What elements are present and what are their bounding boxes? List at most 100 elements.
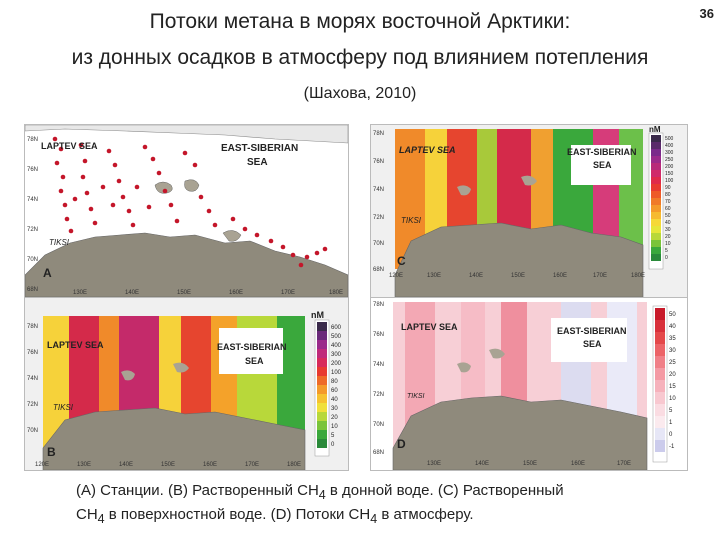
panel-b-lat-4: 70N [27,428,38,434]
panel-d-color-scale [655,308,665,452]
panel-c-lat-5: 68N [373,267,384,273]
panel-c-scale-5: 150 [665,171,674,177]
caption-sub-1: 4 [318,488,326,502]
slide-title-line1: Потоки метана в морях восточной Арктики: [149,10,571,33]
panel-d-scale-11: -1 [669,444,675,450]
panel-d-lat-0: 78N [373,302,384,308]
panel-c-scale-15: 10 [665,241,671,247]
caption-line1-a: (A) Станции. (B) Растворенный CH [76,482,319,499]
panel-d-laptev-label: LAPTEV SEA [401,322,458,332]
panel-c-lon-5: 170E [593,273,607,279]
panel-a-letter: A [43,266,52,280]
panel-c-lon-0: 120E [389,273,403,279]
panel-d-lon-0: 130E [427,461,441,467]
panel-b-lon-0: 120E [35,462,49,468]
panel-d-lon-2: 150E [523,461,537,467]
panel-b-scale-13: 0 [331,442,335,448]
figure-caption: (A) Станции. (B) Растворенный CH4 в донн… [76,481,676,529]
panel-a-lon-0: 130E [73,290,87,296]
panel-c-letter: C [397,254,406,268]
panel-c-scale-7: 90 [665,185,671,191]
panel-a-lat-3: 72N [27,227,38,233]
panel-b-color-scale [317,322,327,448]
panel-a-stations-map: LAPTEV SEA EAST-SIBERIAN SEA TIKSI A 78N… [24,124,349,298]
slide-title-line2: из донных осадков в атмосферу под влияни… [71,46,649,69]
panel-c-scale-2: 300 [665,150,674,156]
panel-c-laptev-label: LAPTEV SEA [399,145,456,155]
panel-d-lat-4: 70N [373,422,384,428]
panel-a-laptev-label: LAPTEV SEA [41,141,98,151]
panel-c-scale-11: 50 [665,213,671,219]
panel-b-scale-12: 5 [331,433,335,439]
panel-d-lat-2: 74N [373,362,384,368]
panel-b-lon-4: 160E [203,462,217,468]
panel-b-laptev-label: LAPTEV SEA [47,340,104,350]
panel-c-lat-1: 76N [373,159,384,165]
panel-d-tiksi-label: TIKSI [407,393,425,400]
panel-d-lat-1: 76N [373,332,384,338]
panel-c-scale-10: 60 [665,206,671,212]
panel-d-scale-9: 1 [669,420,673,426]
panel-b-lon-3: 150E [161,462,175,468]
caption-sub-2: 4 [97,512,105,526]
panel-a-lat-4: 70N [27,257,38,263]
panel-b-scale-7: 60 [331,388,338,394]
caption-line2-c: в атмосферу. [377,506,474,523]
panel-b-esib-label: EAST-SIBERIAN [217,342,287,352]
panel-d-lon-1: 140E [475,461,489,467]
panel-b-scale-1: 500 [331,334,342,340]
panel-c-scale-14: 20 [665,234,671,240]
panel-c-esib-label-2: SEA [593,160,612,170]
panel-d-lat-3: 72N [373,392,384,398]
panel-a-esib-label-2: SEA [247,157,268,168]
panel-a-esib-label: EAST-SIBERIAN [221,143,298,154]
panel-b-lon-6: 180E [287,462,301,468]
panel-c-lat-2: 74N [373,187,384,193]
panel-b-scale-10: 20 [331,415,338,421]
caption-line2-a: CH [76,506,98,523]
panel-c-tiksi-label: TIKSI [401,216,422,225]
panel-b-scale-9: 30 [331,406,338,412]
panel-a-lat-0: 78N [27,137,38,143]
caption-line2-b: в поверхностной воде. (D) Потоки CH [104,506,371,523]
panel-c-esib-label: EAST-SIBERIAN [567,147,637,157]
panel-b-scale-11: 10 [331,424,338,430]
panel-c-scale-8: 80 [665,192,671,198]
panel-d-scale-10: 0 [669,432,673,438]
panel-b-esib-label-2: SEA [245,356,264,366]
panel-b-scale-3: 300 [331,352,342,358]
panel-d-scale-4: 25 [669,360,676,366]
panel-b-lat-1: 76N [27,350,38,356]
panel-d-esib-label-2: SEA [583,339,602,349]
panel-d-letter: D [397,437,406,451]
panel-c-lat-0: 78N [373,131,384,137]
panel-d-atmosphere-flux-map: 50 40 35 30 25 20 15 10 5 1 0 -1 LAPTEV … [370,297,688,471]
panel-c-scale-9: 70 [665,199,671,205]
panel-c-lon-6: 180E [631,273,645,279]
panel-b-lat-2: 74N [27,376,38,382]
panel-c-lat-4: 70N [373,241,384,247]
source-citation: (Шахова, 2010) [303,85,417,102]
panel-c-scale-17: 0 [665,255,668,261]
panel-c-color-scale [651,135,661,261]
panel-a-lat-1: 76N [27,167,38,173]
panel-d-scale-5: 20 [669,372,676,378]
panel-b-scale-8: 40 [331,397,338,403]
panel-c-surface-water-map: nM 500 400 300 250 200 150 100 90 80 70 … [370,124,688,298]
panel-d-lat-5: 68N [373,450,384,456]
panel-a-lon-1: 140E [125,290,139,296]
panel-c-scale-6: 100 [665,178,674,184]
panel-b-lat-3: 72N [27,402,38,408]
panel-b-lon-2: 140E [119,462,133,468]
station-markers [52,136,328,268]
panel-c-scale-0: 500 [665,136,674,142]
panel-d-scale-7: 10 [669,396,676,402]
panel-c-lat-3: 72N [373,215,384,221]
panel-b-unit: nM [311,310,324,320]
panel-b-scale-6: 80 [331,379,338,385]
panel-d-scale-8: 5 [669,408,673,414]
panel-b-scale-5: 100 [331,370,342,376]
panel-a-lon-3: 160E [229,290,243,296]
panel-d-lon-4: 170E [617,461,631,467]
panel-a-lat-2: 74N [27,197,38,203]
